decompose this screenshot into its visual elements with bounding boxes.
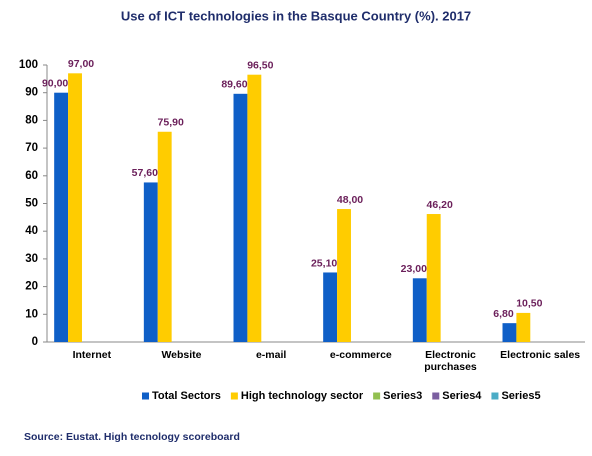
- data-label: 6,80: [493, 308, 514, 320]
- data-label: 89,60: [221, 79, 247, 91]
- x-tick-label: Electronic purchases: [424, 349, 477, 373]
- bar: [54, 92, 69, 342]
- data-label: 23,00: [401, 263, 427, 275]
- bar: [233, 93, 248, 342]
- bar: [502, 323, 517, 342]
- bar: [157, 131, 172, 342]
- data-label: 90,00: [42, 77, 68, 89]
- y-tick-label: 100: [19, 59, 38, 71]
- legend-label: Series3: [383, 390, 422, 402]
- data-label: 48,00: [337, 194, 363, 206]
- legend-swatch: [432, 392, 440, 400]
- y-tick-label: 10: [25, 308, 38, 320]
- legend-label: Total Sectors: [152, 390, 221, 402]
- y-tick-label: 40: [25, 225, 38, 237]
- y-tick-label: 0: [32, 336, 38, 348]
- bar: [323, 272, 338, 342]
- legend-label: High technology sector: [241, 390, 364, 402]
- legend-swatch: [230, 392, 238, 400]
- bar: [143, 182, 158, 342]
- x-tick-label: e-mail: [255, 349, 287, 361]
- bar: [247, 74, 262, 342]
- y-tick-label: 20: [25, 281, 38, 293]
- data-label: 57,60: [132, 167, 158, 179]
- y-tick-label: 30: [25, 253, 38, 265]
- data-label: 46,20: [427, 199, 453, 211]
- source-note: Source: Eustat. High tecnology scoreboar…: [24, 431, 240, 443]
- y-tick-label: 60: [25, 170, 38, 182]
- x-tick-label: Electronic sales: [500, 349, 581, 361]
- legend-swatch: [142, 392, 149, 400]
- data-label: 25,10: [311, 257, 337, 269]
- bar: [68, 73, 82, 342]
- legend-label: Series4: [442, 390, 482, 402]
- data-label: 10,50: [516, 298, 542, 310]
- y-tick-label: 90: [25, 87, 38, 99]
- legend-swatch: [373, 392, 381, 400]
- x-tick-label: Website: [161, 349, 202, 361]
- x-tick-label: Internet: [72, 349, 112, 361]
- data-label: 97,00: [68, 58, 94, 70]
- chart-title: Use of ICT technologies in the Basque Co…: [121, 8, 471, 23]
- y-tick-label: 70: [25, 142, 38, 154]
- data-label: 75,90: [158, 117, 184, 129]
- x-tick-label: e-commerce: [329, 349, 392, 361]
- bar: [426, 214, 441, 342]
- bar: [412, 278, 427, 342]
- bar: [337, 209, 351, 342]
- legend-label: Series5: [501, 390, 540, 402]
- y-tick-label: 50: [25, 198, 38, 210]
- data-label: 96,50: [247, 59, 273, 71]
- bar: [516, 312, 531, 342]
- legend-swatch: [491, 392, 499, 400]
- y-tick-label: 80: [25, 114, 38, 126]
